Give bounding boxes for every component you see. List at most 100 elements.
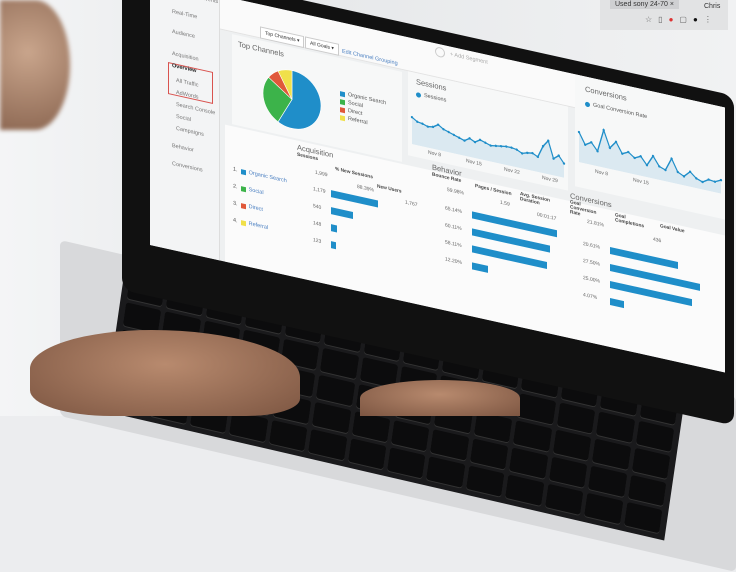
data-point[interactable] <box>577 130 581 134</box>
key[interactable] <box>552 429 592 461</box>
data-point[interactable] <box>520 152 524 155</box>
data-point[interactable] <box>473 140 477 144</box>
col-pages-session[interactable]: Pages / Session <box>475 184 512 198</box>
data-point[interactable] <box>468 137 471 140</box>
data-point[interactable] <box>676 170 679 174</box>
key[interactable] <box>122 302 162 334</box>
data-point[interactable] <box>547 139 550 142</box>
table-row[interactable]: 3. Direct <box>233 200 263 214</box>
pie-slice[interactable] <box>262 76 293 125</box>
data-point[interactable] <box>531 151 534 155</box>
key[interactable] <box>513 420 552 452</box>
data-point[interactable] <box>639 155 642 158</box>
channel-link[interactable]: Organic Search <box>248 169 287 185</box>
key[interactable] <box>316 374 355 407</box>
key[interactable] <box>584 492 623 525</box>
key[interactable] <box>387 447 426 479</box>
data-point[interactable] <box>526 151 529 155</box>
sidebar-item-conversions[interactable]: Conversions <box>172 160 203 174</box>
key[interactable] <box>347 438 387 470</box>
star-icon[interactable]: ☆ <box>645 15 653 24</box>
stop-icon[interactable]: ● <box>668 15 674 24</box>
data-point[interactable] <box>562 162 566 165</box>
data-point[interactable] <box>478 138 482 142</box>
data-point[interactable] <box>688 170 692 173</box>
data-point[interactable] <box>452 133 456 137</box>
channel-link[interactable]: Referral <box>248 220 269 232</box>
data-point[interactable] <box>621 152 624 155</box>
sidebar-item-real-time[interactable]: Real-Time <box>172 8 198 21</box>
col-goal-completions[interactable]: Goal Completions <box>615 213 645 230</box>
data-point[interactable] <box>670 157 673 160</box>
key[interactable] <box>473 411 513 443</box>
data-point[interactable] <box>505 145 508 148</box>
data-point[interactable] <box>447 130 450 134</box>
data-point[interactable] <box>416 120 419 123</box>
key[interactable] <box>627 474 667 507</box>
data-point[interactable] <box>410 115 414 119</box>
key[interactable] <box>319 347 359 380</box>
sidebar-item-intelligence-events[interactable]: Intelligence Events <box>172 0 218 5</box>
key[interactable] <box>268 419 308 452</box>
data-point[interactable] <box>437 123 440 126</box>
data-point[interactable] <box>608 146 612 150</box>
key[interactable] <box>430 429 470 461</box>
channel-link[interactable]: Social <box>248 186 264 197</box>
key[interactable] <box>505 474 545 506</box>
data-point[interactable] <box>682 175 686 178</box>
data-point[interactable] <box>645 163 649 167</box>
key[interactable] <box>592 438 631 471</box>
data-point[interactable] <box>515 148 519 151</box>
add-segment-button[interactable]: + Add Segment <box>450 51 488 66</box>
col-avg-duration[interactable]: Avg. Session Duration <box>520 192 550 207</box>
sidebar-item-acquisition[interactable]: Acquisition <box>172 50 199 63</box>
data-point[interactable] <box>463 139 466 142</box>
data-point[interactable] <box>431 125 435 129</box>
data-point[interactable] <box>695 177 698 180</box>
key[interactable] <box>548 456 588 488</box>
key[interactable] <box>426 456 466 488</box>
data-point[interactable] <box>541 145 545 148</box>
key[interactable] <box>544 483 584 516</box>
data-point[interactable] <box>633 156 636 160</box>
data-point[interactable] <box>457 136 461 139</box>
data-point[interactable] <box>719 178 723 182</box>
data-point[interactable] <box>627 150 630 154</box>
sidebar-item-audience[interactable]: Audience <box>172 28 195 40</box>
data-point[interactable] <box>510 146 513 149</box>
col-goal-value[interactable]: Goal Value <box>660 224 685 235</box>
key[interactable] <box>556 402 596 434</box>
key[interactable] <box>469 438 509 470</box>
data-point[interactable] <box>590 141 593 144</box>
data-point[interactable] <box>536 155 539 159</box>
key[interactable] <box>517 393 556 425</box>
data-point[interactable] <box>426 125 429 128</box>
data-point[interactable] <box>499 144 503 148</box>
data-point[interactable] <box>602 128 605 132</box>
sidebar-item-campaigns[interactable]: Campaigns <box>176 125 204 138</box>
data-point[interactable] <box>442 127 445 131</box>
table-row[interactable]: 4. Referral <box>233 217 269 232</box>
extension-icon[interactable]: ▯ <box>658 15 663 24</box>
key[interactable] <box>635 420 675 453</box>
key[interactable] <box>465 465 505 497</box>
data-point[interactable] <box>583 143 587 146</box>
data-point[interactable] <box>658 165 661 168</box>
key[interactable] <box>623 501 663 534</box>
account-icon[interactable]: ● <box>692 15 698 24</box>
browser-tab[interactable]: Used sony 24-70 × <box>610 0 679 9</box>
key[interactable] <box>595 411 635 443</box>
data-point[interactable] <box>489 144 492 147</box>
data-point[interactable] <box>494 144 498 148</box>
data-point[interactable] <box>701 180 704 184</box>
table-row[interactable]: 1. Organic Search <box>233 166 287 185</box>
pie-slice[interactable] <box>277 67 322 135</box>
extension-icon[interactable]: ▢ <box>679 15 687 24</box>
data-point[interactable] <box>664 168 667 172</box>
key[interactable] <box>588 465 627 498</box>
channel-link[interactable]: Direct <box>248 203 263 214</box>
key[interactable] <box>390 420 430 452</box>
data-point[interactable] <box>421 122 424 125</box>
menu-icon[interactable]: ⋮ <box>703 15 712 24</box>
sidebar-item-behavior[interactable]: Behavior <box>172 142 194 154</box>
